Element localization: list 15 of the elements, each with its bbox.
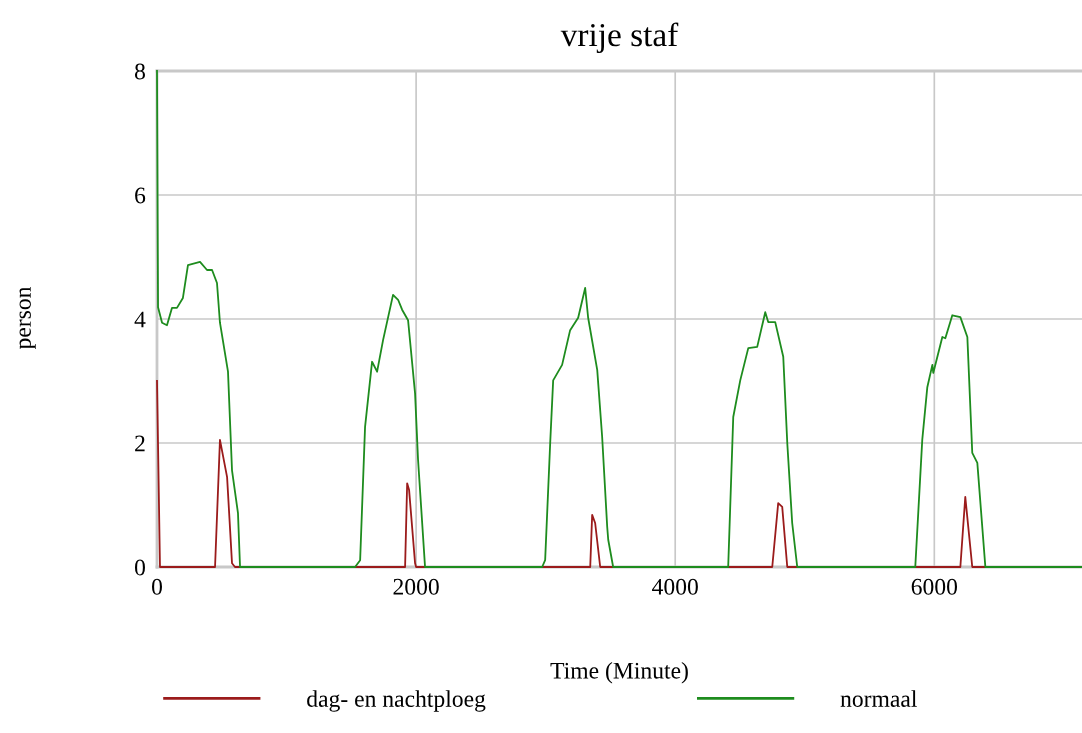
legend-label: dag- en nachtploeg (307, 690, 486, 712)
line-series (156, 70, 1082, 568)
x-tick-label: 4000 (652, 578, 698, 595)
x-tick-label: 0 (152, 578, 162, 595)
chart-title: vrije staf (560, 22, 679, 54)
y-tick-label: 6 (135, 187, 146, 204)
x-tick-label: 6000 (911, 578, 958, 595)
y-axis-title: person (19, 286, 36, 350)
x-axis-title: Time (Minute) (550, 662, 688, 684)
y-tick-label: 4 (134, 311, 146, 328)
y-tick-label: 8 (134, 63, 145, 80)
y-tick-label: 0 (134, 559, 145, 576)
x-tick-label: 2000 (393, 578, 439, 595)
legend-label: normaal (840, 690, 917, 707)
y-tick-label: 2 (135, 435, 145, 452)
